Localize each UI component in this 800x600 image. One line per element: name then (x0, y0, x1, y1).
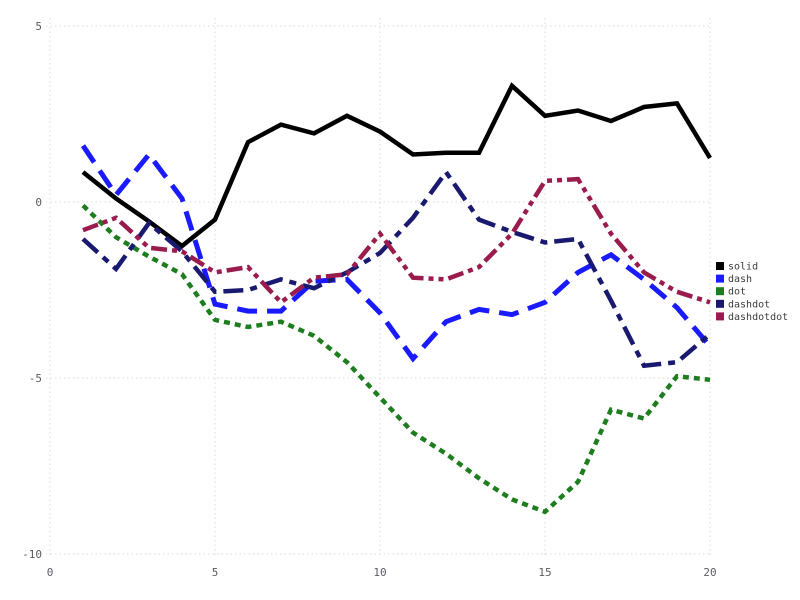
y-tick-label--10: -10 (22, 548, 42, 561)
series-line-solid (81, 82, 712, 249)
axis-tick-labels: 0 5 10 15 20 5 0 -5 -10 (22, 20, 717, 579)
legend-swatch-dashdot (716, 299, 724, 308)
x-tick-label-5: 5 (212, 566, 219, 579)
legend-label-dot: dot (728, 287, 746, 298)
data-series (80, 82, 712, 515)
y-tick-label-5: 5 (35, 20, 42, 33)
y-tick-label--5: -5 (29, 372, 42, 385)
legend-label-dashdotdot: dashdotdot (728, 312, 788, 323)
legend-swatch-solid (716, 262, 724, 270)
gridlines (46, 18, 712, 557)
legend-label-dash: dash (728, 274, 752, 285)
x-tick-label-15: 15 (538, 566, 551, 579)
series-line-dash (80, 144, 712, 363)
series-line-dashdot (81, 168, 712, 369)
y-tick-label-0: 0 (35, 196, 42, 209)
legend-label-dashdot: dashdot (728, 299, 770, 310)
legend-swatch-dashdotdot (716, 312, 724, 321)
legend-label-solid: solid (728, 262, 758, 273)
x-tick-label-20: 20 (703, 566, 716, 579)
legend-swatch-dot (716, 287, 724, 296)
x-tick-label-0: 0 (47, 566, 54, 579)
series-line-dashdotdot (82, 176, 711, 306)
x-tick-label-10: 10 (373, 566, 386, 579)
series-line-dot (81, 203, 711, 515)
legend-swatch-dash (716, 274, 724, 283)
